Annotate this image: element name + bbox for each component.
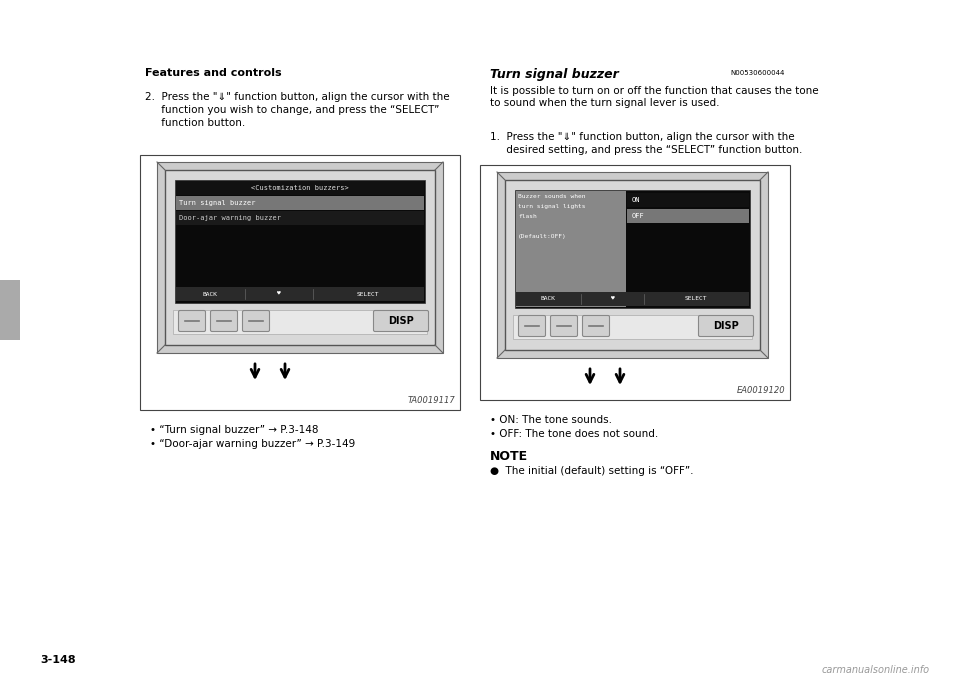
Text: SELECT: SELECT — [356, 292, 379, 296]
Text: Features and controls: Features and controls — [145, 68, 281, 78]
Text: • OFF: The tone does not sound.: • OFF: The tone does not sound. — [490, 429, 659, 439]
FancyBboxPatch shape — [518, 315, 545, 336]
Text: flash: flash — [518, 214, 537, 219]
Text: Door-ajar warning buzzer: Door-ajar warning buzzer — [179, 215, 281, 221]
Text: • ON: The tone sounds.: • ON: The tone sounds. — [490, 415, 612, 425]
Text: NOTE: NOTE — [490, 450, 528, 463]
Text: BACK: BACK — [540, 296, 556, 302]
Text: function button.: function button. — [145, 118, 245, 128]
FancyBboxPatch shape — [583, 315, 610, 336]
Bar — [176, 211, 424, 225]
Bar — [513, 315, 752, 339]
Bar — [173, 310, 427, 334]
Text: ♥: ♥ — [276, 292, 280, 296]
Text: ♥: ♥ — [611, 296, 614, 302]
Bar — [140, 155, 460, 410]
Bar — [157, 162, 443, 353]
FancyBboxPatch shape — [699, 315, 754, 336]
Text: Turn signal buzzer: Turn signal buzzer — [490, 68, 619, 81]
Text: Turn signal buzzer: Turn signal buzzer — [179, 200, 255, 206]
Text: • “Turn signal buzzer” → P.3-148: • “Turn signal buzzer” → P.3-148 — [150, 425, 319, 435]
Text: to sound when the turn signal lever is used.: to sound when the turn signal lever is u… — [490, 98, 719, 108]
Bar — [515, 190, 750, 308]
Bar — [516, 191, 627, 307]
Text: ●  The initial (default) setting is “OFF”.: ● The initial (default) setting is “OFF”… — [490, 466, 693, 476]
Text: turn signal lights: turn signal lights — [518, 204, 586, 209]
Text: DISP: DISP — [388, 316, 414, 326]
Text: It is possible to turn on or off the function that causes the tone: It is possible to turn on or off the fun… — [490, 86, 819, 96]
FancyBboxPatch shape — [179, 311, 205, 332]
Bar — [628, 209, 749, 223]
Bar — [0, 280, 20, 340]
Bar — [176, 196, 424, 210]
FancyBboxPatch shape — [373, 311, 428, 332]
Bar — [505, 180, 760, 350]
FancyBboxPatch shape — [550, 315, 578, 336]
Bar — [175, 180, 425, 303]
Text: TA0019117: TA0019117 — [407, 396, 455, 405]
Text: SELECT: SELECT — [684, 296, 708, 302]
Text: <Customization buzzers>: <Customization buzzers> — [252, 185, 348, 191]
FancyBboxPatch shape — [210, 311, 237, 332]
Text: BACK: BACK — [203, 292, 218, 296]
Bar — [480, 165, 790, 400]
Bar — [176, 287, 424, 301]
Text: ON: ON — [632, 197, 640, 203]
Text: EA0019120: EA0019120 — [736, 386, 785, 395]
Text: 1.  Press the "⇓" function button, align the cursor with the: 1. Press the "⇓" function button, align … — [490, 132, 795, 142]
Text: DISP: DISP — [713, 321, 739, 331]
Text: carmanualsonline.info: carmanualsonline.info — [822, 665, 930, 675]
Text: 3: 3 — [5, 302, 15, 317]
Bar — [176, 181, 424, 195]
Text: Buzzer sounds when: Buzzer sounds when — [518, 194, 586, 199]
Text: (Default:OFF): (Default:OFF) — [518, 234, 566, 239]
Text: • “Door-ajar warning buzzer” → P.3-149: • “Door-ajar warning buzzer” → P.3-149 — [150, 439, 355, 449]
Text: desired setting, and press the “SELECT” function button.: desired setting, and press the “SELECT” … — [490, 145, 803, 155]
Text: OFF: OFF — [632, 213, 644, 219]
Text: 3-148: 3-148 — [40, 655, 76, 665]
Text: function you wish to change, and press the “SELECT”: function you wish to change, and press t… — [145, 105, 440, 115]
Bar — [628, 193, 749, 207]
Bar — [497, 172, 768, 358]
Bar — [165, 170, 435, 345]
FancyBboxPatch shape — [243, 311, 270, 332]
Bar — [516, 292, 749, 306]
Text: 2.  Press the "⇓" function button, align the cursor with the: 2. Press the "⇓" function button, align … — [145, 92, 449, 102]
Text: N00530600044: N00530600044 — [731, 70, 785, 76]
